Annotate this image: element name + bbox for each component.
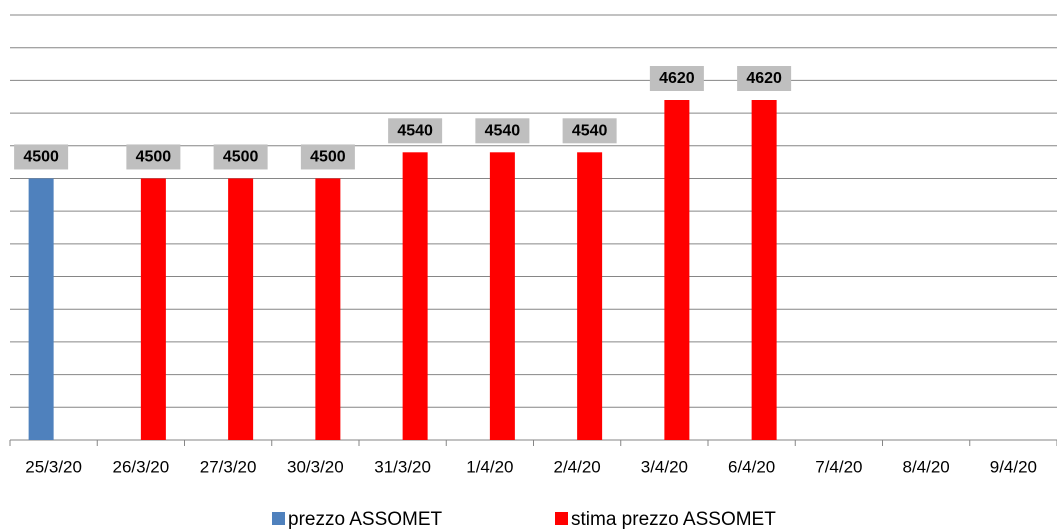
bar [402,152,428,441]
bar [140,178,166,440]
bar [751,100,777,440]
bar [489,152,515,441]
x-tick-label: 7/4/20 [815,457,862,476]
data-label: 4620 [746,70,782,87]
data-label-box [562,118,617,144]
data-label: 4500 [23,149,59,166]
x-tick-label: 6/4/20 [728,457,775,476]
legend-swatch [555,512,568,525]
data-label: 4540 [397,123,433,140]
x-tick-label: 26/3/20 [113,457,170,476]
data-label-box [14,144,69,170]
x-tick-label: 31/3/20 [374,457,431,476]
x-tick-label: 2/4/20 [553,457,600,476]
data-label-box [388,118,443,144]
data-label-box [300,144,355,170]
data-label-box [126,144,181,170]
bar [315,178,341,440]
bar [228,178,254,440]
legend-label: prezzo ASSOMET [288,509,443,530]
x-tick-label: 8/4/20 [902,457,949,476]
x-tick-label: 3/4/20 [641,457,688,476]
bar [577,152,603,441]
data-label-box [649,66,704,91]
data-label: 4540 [572,123,608,140]
data-label: 4500 [136,149,172,166]
bar [664,100,690,440]
x-tick-label: 9/4/20 [990,457,1037,476]
data-label-box [737,66,792,91]
x-tick-label: 27/3/20 [200,457,257,476]
data-label: 4500 [310,149,346,166]
x-tick-label: 30/3/20 [287,457,344,476]
x-tick-label: 25/3/20 [25,457,82,476]
data-label-box [213,144,268,170]
x-tick-label: 1/4/20 [466,457,513,476]
data-label: 4500 [223,149,259,166]
legend-swatch [272,512,285,525]
data-label-box [475,118,530,144]
data-label: 4540 [485,123,521,140]
data-label: 4620 [659,70,695,87]
legend-label: stima prezzo ASSOMET [571,509,776,530]
bar [28,178,54,440]
